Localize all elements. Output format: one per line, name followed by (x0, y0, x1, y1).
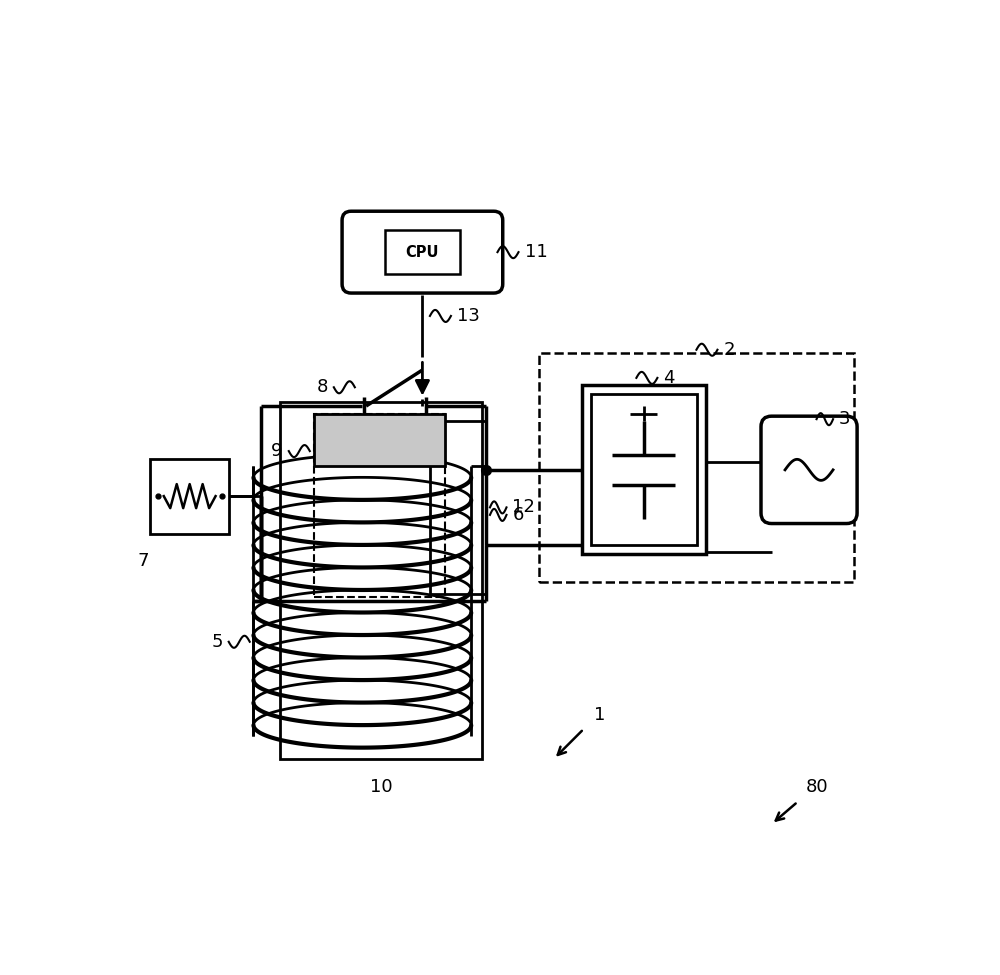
Bar (150, 458, 229, 533)
Text: 10: 10 (370, 778, 392, 796)
Text: 9: 9 (271, 442, 283, 460)
Text: 7: 7 (137, 553, 149, 570)
Text: 80: 80 (805, 778, 828, 797)
Text: 3: 3 (839, 410, 851, 428)
Text: CPU: CPU (406, 245, 439, 259)
Text: 11: 11 (525, 243, 547, 261)
Text: 6: 6 (512, 506, 524, 524)
Text: 2: 2 (723, 340, 735, 359)
Text: 8: 8 (316, 378, 328, 396)
FancyBboxPatch shape (342, 212, 503, 293)
Text: 4: 4 (663, 369, 675, 387)
Text: 5: 5 (211, 633, 223, 650)
Bar (314, 413, 445, 466)
Bar (385, 230, 460, 274)
Bar (280, 403, 482, 759)
Bar (539, 354, 854, 582)
Text: 12: 12 (512, 498, 535, 517)
Bar (314, 413, 445, 598)
Text: 1: 1 (594, 706, 605, 723)
Bar (591, 395, 697, 545)
Text: 13: 13 (457, 307, 480, 325)
FancyBboxPatch shape (761, 416, 857, 524)
Bar (582, 385, 706, 555)
